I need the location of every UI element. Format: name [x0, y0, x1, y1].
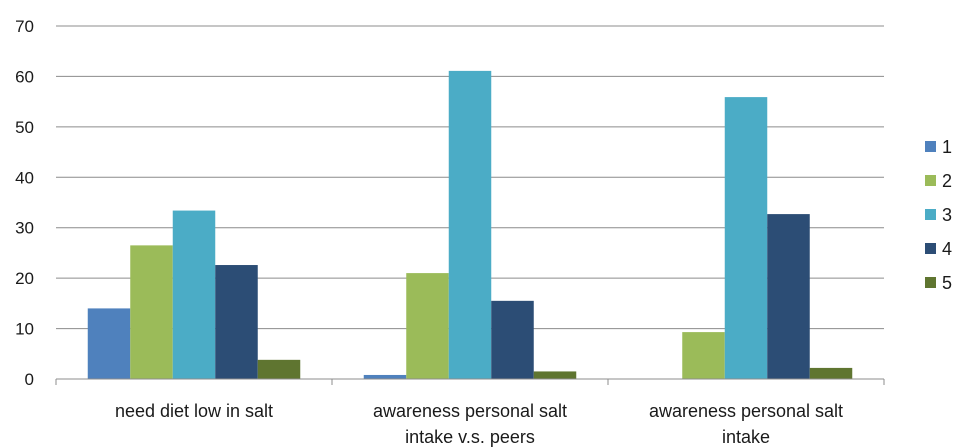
category-label: intake [722, 427, 770, 447]
y-axis-ticks: 0 10 20 30 40 50 60 70 [15, 17, 34, 389]
category-label: awareness personal salt [373, 401, 567, 421]
bar-series-5-cat-3 [809, 367, 853, 379]
bar-series-3-cat-3 [724, 97, 768, 380]
bar-series-3-cat-1 [172, 210, 216, 379]
legend-label: 2 [942, 171, 952, 191]
y-tick-label: 20 [15, 269, 34, 288]
legend-label: 3 [942, 205, 952, 225]
bar-series-1-cat-2 [363, 374, 407, 379]
bar-series-3-cat-2 [448, 70, 492, 379]
legend-swatch [925, 175, 936, 186]
category-label: intake v.s. peers [405, 427, 535, 447]
legend-swatch [925, 141, 936, 152]
bar-series-2-cat-2 [406, 273, 449, 379]
bar-series-5-cat-1 [257, 359, 301, 379]
bars [87, 70, 853, 380]
bar-series-2-cat-3 [682, 332, 725, 379]
x-axis [55, 378, 885, 385]
legend-label: 1 [942, 137, 952, 157]
category-labels: need diet low in salt awareness personal … [115, 401, 843, 447]
legend-label: 5 [942, 273, 952, 293]
y-tick-label: 0 [25, 370, 34, 389]
category-label: awareness personal salt [649, 401, 843, 421]
y-tick-label: 70 [15, 17, 34, 36]
y-tick-label: 10 [15, 320, 34, 339]
bar-series-4-cat-3 [767, 214, 810, 379]
bar-series-4-cat-2 [491, 300, 534, 379]
legend-swatch [925, 209, 936, 220]
legend: 1 2 3 4 5 [925, 137, 952, 293]
category-label: need diet low in salt [115, 401, 273, 421]
y-tick-label: 40 [15, 168, 34, 187]
bar-series-1-cat-1 [87, 308, 131, 379]
legend-swatch [925, 243, 936, 254]
legend-swatch [925, 277, 936, 288]
y-tick-label: 50 [15, 118, 34, 137]
legend-label: 4 [942, 239, 952, 259]
bar-series-4-cat-1 [215, 265, 258, 379]
bar-series-5-cat-2 [533, 371, 577, 379]
y-tick-label: 30 [15, 219, 34, 238]
y-tick-label: 60 [15, 67, 34, 86]
bar-series-2-cat-1 [130, 245, 173, 379]
